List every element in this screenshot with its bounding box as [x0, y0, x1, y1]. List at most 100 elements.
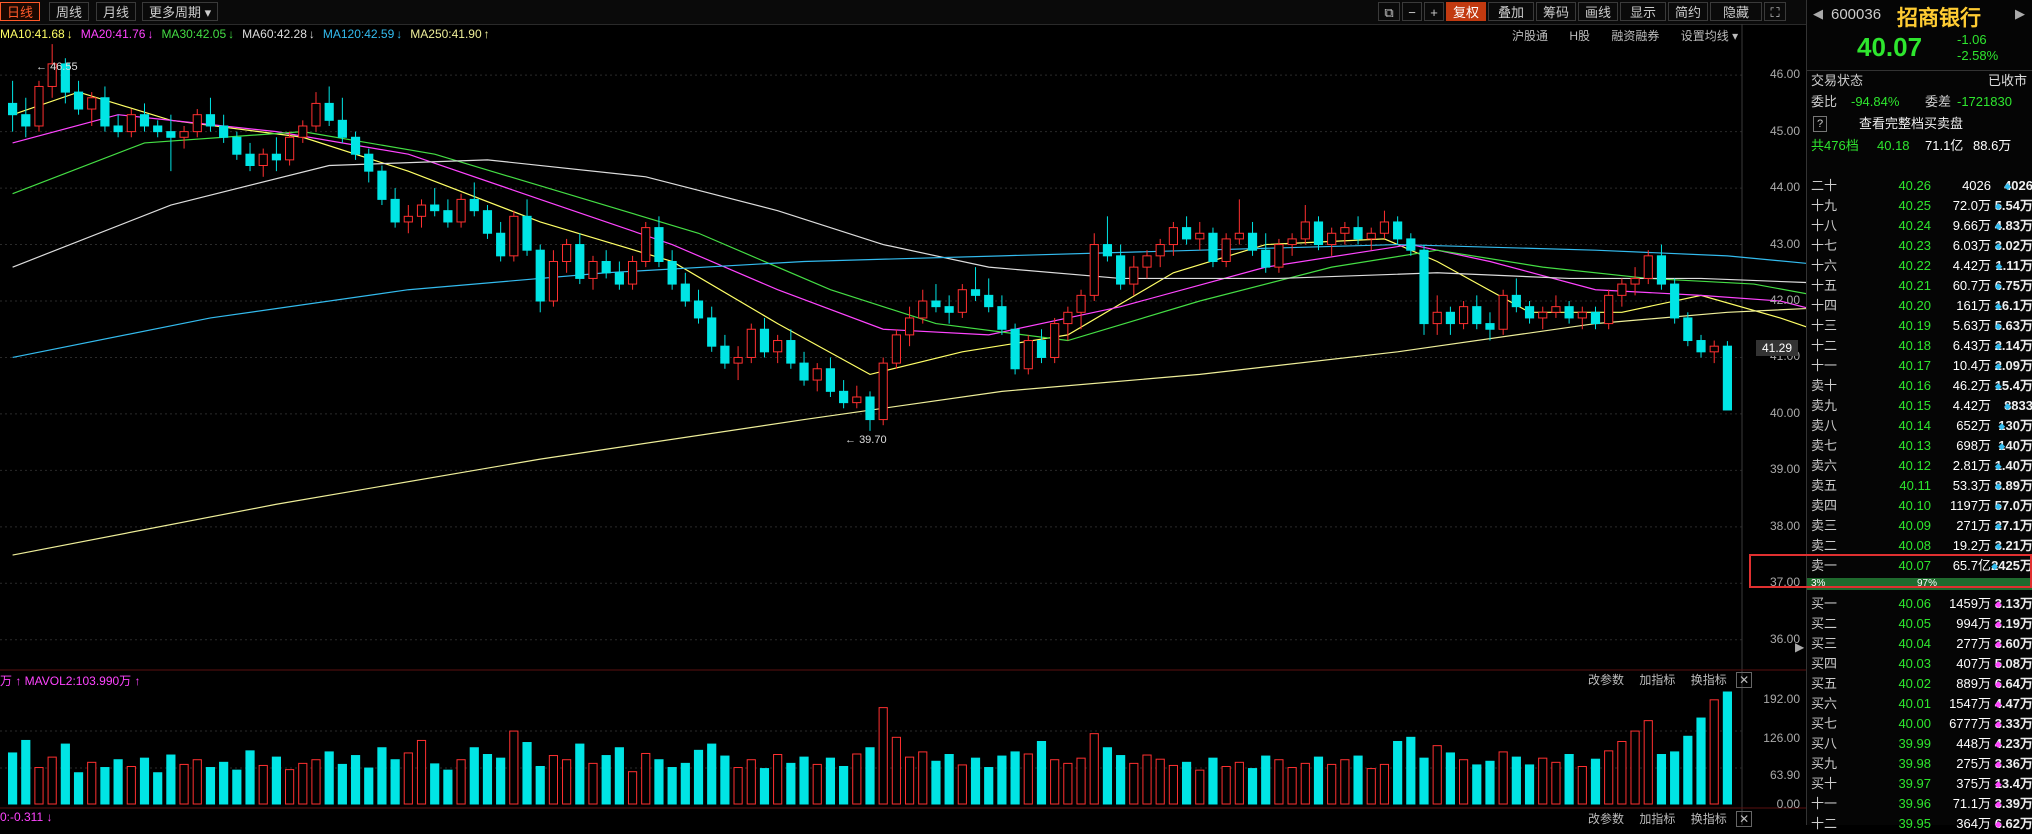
- candle[interactable]: [548, 260, 559, 302]
- candle[interactable]: [456, 198, 466, 223]
- candle[interactable]: [311, 102, 321, 127]
- candle[interactable]: [1010, 328, 1020, 370]
- candle[interactable]: [47, 63, 57, 87]
- candle[interactable]: [482, 210, 493, 234]
- edit-params-button[interactable]: 改参数: [1588, 673, 1625, 687]
- next-stock-icon[interactable]: ▶: [2015, 6, 2025, 21]
- sell-row[interactable]: 二十 40.26 4026 ◆ 4026: [1807, 176, 2032, 196]
- candle[interactable]: [350, 136, 361, 155]
- candle[interactable]: [1472, 306, 1482, 325]
- link-margin[interactable]: 融资融券: [1611, 29, 1660, 43]
- candle[interactable]: [1181, 227, 1192, 240]
- candle[interactable]: [1538, 311, 1548, 319]
- candle[interactable]: [1102, 244, 1113, 257]
- buy-row[interactable]: 买九 39.98 275万 ◆ 3.36万: [1807, 754, 2032, 774]
- candle[interactable]: [1670, 283, 1680, 319]
- candle[interactable]: [1366, 232, 1376, 240]
- candle[interactable]: [258, 153, 268, 167]
- sell-row[interactable]: 卖四 40.10 1197万 ◆ 57.0万: [1807, 496, 2032, 516]
- candle[interactable]: [1063, 311, 1073, 325]
- switch-indicator-button-2[interactable]: 换指标: [1690, 812, 1727, 826]
- candle[interactable]: [496, 232, 506, 257]
- candle[interactable]: [1116, 255, 1126, 285]
- close-icon[interactable]: ✕: [1736, 811, 1753, 827]
- buy-row[interactable]: 买五 40.02 889万 ◆ 6.64万: [1807, 674, 2032, 694]
- candle[interactable]: [1419, 249, 1429, 325]
- candle[interactable]: [799, 362, 809, 381]
- candle[interactable]: [60, 63, 70, 93]
- sell-row[interactable]: 十八 40.24 9.66万 ◆ 4.83万: [1807, 216, 2032, 236]
- tab-weekly[interactable]: 周线: [49, 2, 90, 21]
- candle[interactable]: [1327, 232, 1337, 246]
- candle[interactable]: [1234, 232, 1244, 240]
- candle[interactable]: [852, 396, 862, 404]
- candle[interactable]: [997, 306, 1007, 330]
- candle[interactable]: [918, 300, 928, 319]
- candle[interactable]: [469, 198, 479, 212]
- candle[interactable]: [1590, 311, 1601, 325]
- candle[interactable]: [1340, 227, 1350, 234]
- add-indicator-button-2[interactable]: 加指标: [1639, 812, 1676, 826]
- candle[interactable]: [773, 340, 783, 353]
- kline-chart[interactable]: [0, 0, 1806, 825]
- sell-row[interactable]: 十五 40.21 60.7万 ◆ 6.75万: [1807, 276, 2032, 296]
- buy-row[interactable]: 买七 40.00 6777万 ◆ 3.33万: [1807, 714, 2032, 734]
- link-hsgt[interactable]: 沪股通: [1512, 29, 1549, 43]
- candle[interactable]: [627, 260, 638, 285]
- candle[interactable]: [984, 294, 994, 308]
- sell-row[interactable]: 卖七 40.13 698万 ◆ 140万: [1807, 436, 2032, 456]
- candle[interactable]: [443, 210, 453, 223]
- sell-row[interactable]: 十九 40.25 72.0万 ◆ 5.54万: [1807, 196, 2032, 216]
- candle[interactable]: [733, 356, 743, 364]
- edit-params-button-2[interactable]: 改参数: [1588, 812, 1625, 826]
- view-full-row[interactable]: ? 查看完整档买卖盘: [1807, 114, 2032, 134]
- candle[interactable]: [562, 244, 572, 262]
- candle[interactable]: [153, 125, 163, 133]
- candle[interactable]: [1023, 340, 1033, 370]
- candle[interactable]: [1393, 221, 1403, 240]
- candle[interactable]: [416, 204, 427, 217]
- candle[interactable]: [34, 85, 44, 127]
- candle[interactable]: [1089, 244, 1099, 296]
- candle[interactable]: [364, 153, 374, 172]
- candle[interactable]: [403, 215, 413, 223]
- candle[interactable]: [1300, 221, 1310, 240]
- candle[interactable]: [192, 114, 202, 133]
- sell-row[interactable]: 卖五 40.11 53.3万 ◆ 8.89万: [1807, 476, 2032, 496]
- candle[interactable]: [759, 328, 770, 353]
- candle[interactable]: [878, 362, 888, 421]
- zoom-out-button[interactable]: −: [1402, 2, 1422, 21]
- candle[interactable]: [601, 260, 611, 274]
- sell-row[interactable]: 卖十 40.16 46.2万 ◆ 15.4万: [1807, 376, 2032, 396]
- fuquan-button[interactable]: 复权: [1446, 2, 1486, 21]
- zoom-in-button[interactable]: +: [1424, 2, 1444, 21]
- candle[interactable]: [166, 131, 176, 138]
- candle[interactable]: [865, 396, 875, 421]
- candle[interactable]: [1406, 238, 1416, 251]
- sell-row[interactable]: 卖三 40.09 271万 ◆ 27.1万: [1807, 516, 2032, 536]
- candle[interactable]: [1458, 306, 1469, 325]
- hide-button[interactable]: 隐藏: [1710, 2, 1762, 21]
- candle[interactable]: [298, 125, 308, 138]
- buy-row[interactable]: 买八 39.99 448万 ◆ 4.23万: [1807, 734, 2032, 754]
- candle[interactable]: [641, 227, 651, 262]
- buy-row[interactable]: 买六 40.01 1547万 ◆ 4.47万: [1807, 694, 2032, 714]
- candle[interactable]: [1353, 227, 1363, 240]
- candle[interactable]: [1076, 294, 1086, 313]
- candle[interactable]: [1432, 311, 1442, 325]
- candle[interactable]: [1498, 294, 1508, 330]
- sell-row[interactable]: 十六 40.22 4.42万 ◆ 1.11万: [1807, 256, 2032, 276]
- candle[interactable]: [680, 283, 690, 302]
- link-ma-settings[interactable]: 设置均线 ▾: [1680, 29, 1739, 43]
- candle[interactable]: [1643, 255, 1653, 279]
- candle[interactable]: [839, 390, 849, 404]
- candle[interactable]: [1551, 306, 1561, 313]
- candle[interactable]: [522, 215, 532, 251]
- candle[interactable]: [1604, 294, 1614, 325]
- copy-icon[interactable]: ⧉: [1378, 2, 1400, 21]
- collapse-panel-icon[interactable]: ▶: [1795, 640, 1805, 654]
- candle[interactable]: [614, 272, 624, 285]
- candle[interactable]: [588, 260, 598, 279]
- candle[interactable]: [324, 102, 334, 121]
- tab-monthly[interactable]: 月线: [96, 2, 137, 21]
